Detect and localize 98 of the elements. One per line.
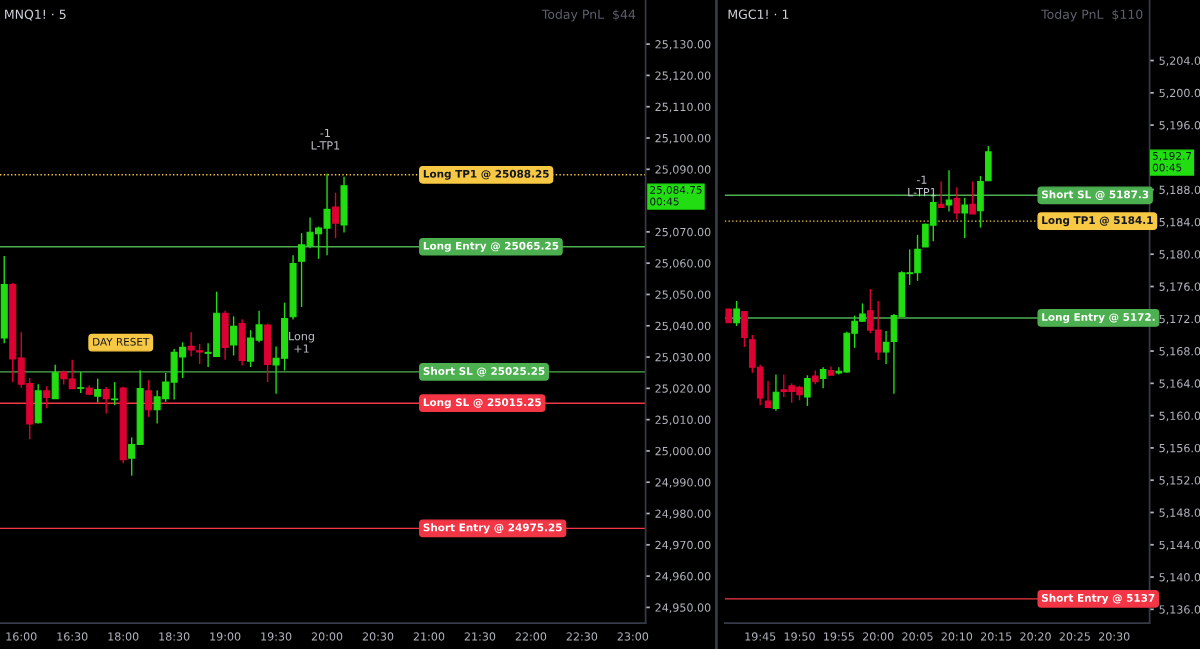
x-tick-label: 23:00 bbox=[617, 632, 649, 641]
candlestick bbox=[230, 315, 238, 357]
y-tick-label: 5,172.0 bbox=[1159, 314, 1200, 325]
ref-line-label: Long TP1 @ 5184.1 bbox=[1042, 216, 1153, 227]
x-tick-label: 20:30 bbox=[362, 632, 394, 641]
y-tick-label: 25,060.00 bbox=[655, 259, 711, 269]
x-tick-label: 19:45 bbox=[745, 632, 776, 641]
candlestick bbox=[969, 180, 976, 215]
x-tick-label: 20:10 bbox=[941, 632, 973, 641]
candlestick bbox=[94, 377, 102, 404]
y-tick-label: 24,990.00 bbox=[655, 478, 711, 488]
y-tick-label: 5,136.0 bbox=[1159, 605, 1200, 615]
y-tick-label: 25,050.00 bbox=[655, 290, 711, 300]
y-tick-label: 5,148.0 bbox=[1159, 508, 1200, 518]
x-tick-label: 22:00 bbox=[515, 632, 547, 641]
y-tick-label: 5,168.0 bbox=[1159, 347, 1200, 357]
x-tick-label: 20:30 bbox=[1099, 632, 1130, 641]
y-tick-label: 25,000.00 bbox=[655, 446, 711, 457]
y-tick-label: 5,184.0 bbox=[1159, 217, 1200, 228]
x-tick-label: 21:30 bbox=[464, 632, 496, 641]
x-tick-label: 20:00 bbox=[311, 632, 343, 641]
y-tick-label: 25,110.00 bbox=[655, 102, 711, 113]
ref-line-label: Short SL @ 5187.3 bbox=[1042, 190, 1149, 200]
candlestick bbox=[882, 330, 890, 365]
y-tick-label: 24,980.00 bbox=[655, 509, 711, 520]
candlestick bbox=[43, 385, 51, 410]
y-tick-label: 5,196.0 bbox=[1159, 121, 1200, 131]
x-tick-label: 20:00 bbox=[863, 632, 894, 641]
ref-line-label: Long TP1 @ 25088.25 bbox=[423, 169, 549, 180]
text: 5,192.7 00:45 bbox=[1152, 151, 1192, 172]
text: MGC1! · 1 bbox=[728, 9, 789, 20]
y-tick-label: 5,164.0 bbox=[1159, 379, 1200, 389]
y-tick-label: 24,960.00 bbox=[655, 572, 711, 582]
y-tick-label: 25,070.00 bbox=[655, 227, 711, 238]
candlestick bbox=[102, 386, 110, 415]
candlestick bbox=[128, 436, 136, 477]
y-tick-label: 25,130.00 bbox=[655, 40, 711, 50]
x-tick-label: 18:30 bbox=[159, 632, 190, 641]
y-tick-label: 25,010.00 bbox=[655, 415, 711, 426]
x-tick-label: 20:25 bbox=[1059, 632, 1090, 641]
x-tick-label: 22:30 bbox=[566, 632, 598, 641]
annotation: DAY RESET bbox=[93, 337, 150, 346]
x-tick-label: 16:00 bbox=[6, 632, 37, 641]
ref-line-label: Long SL @ 25015.25 bbox=[423, 398, 541, 409]
y-tick-label: 24,950.00 bbox=[655, 603, 711, 613]
x-tick-label: 16:30 bbox=[57, 632, 88, 641]
ref-line-label: Long Entry @ 5172. bbox=[1042, 313, 1155, 324]
candlestick bbox=[332, 192, 340, 239]
annotation: Long +1 bbox=[289, 332, 314, 353]
x-tick-label: 19:55 bbox=[824, 632, 854, 641]
annotation: -1 L-TP1 bbox=[311, 128, 340, 150]
y-tick-label: 5,140.0 bbox=[1159, 573, 1200, 583]
x-tick-label: 21:00 bbox=[413, 632, 445, 641]
candlestick bbox=[961, 197, 969, 239]
y-tick-label: 25,090.00 bbox=[655, 165, 711, 175]
candlestick bbox=[945, 169, 953, 213]
y-tick-label: 25,040.00 bbox=[655, 321, 711, 332]
candlestick bbox=[804, 374, 811, 407]
y-tick-label: 5,176.0 bbox=[1159, 282, 1200, 293]
y-tick-label: 5,144.0 bbox=[1159, 540, 1200, 551]
x-tick-label: 20:20 bbox=[1020, 632, 1051, 641]
y-tick-label: 25,100.00 bbox=[655, 133, 711, 144]
candlestick bbox=[819, 366, 827, 389]
y-tick-label: 5,180.0 bbox=[1159, 250, 1200, 260]
candlestick bbox=[111, 381, 119, 406]
y-tick-label: 5,152.0 bbox=[1159, 476, 1200, 486]
ref-line-label: Long Entry @ 25065.25 bbox=[423, 241, 559, 252]
candlestick bbox=[733, 300, 740, 327]
text: MNQ1! · 5 bbox=[5, 9, 66, 21]
x-tick-label: 19:00 bbox=[210, 632, 241, 641]
candlestick bbox=[764, 380, 772, 409]
y-tick-label: 5,188.0 bbox=[1159, 185, 1200, 196]
ref-line-label: Short Entry @ 24975.25 bbox=[423, 523, 562, 534]
x-tick-label: 19:30 bbox=[261, 632, 292, 641]
candlestick bbox=[772, 373, 780, 412]
y-tick-label: 5,204.0 bbox=[1159, 56, 1200, 67]
candlestick bbox=[937, 180, 945, 209]
x-tick-label: 18:00 bbox=[108, 632, 139, 641]
candlestick bbox=[68, 359, 76, 390]
y-tick-label: 5,200.0 bbox=[1159, 88, 1200, 99]
annotation: Today PnL $44 bbox=[541, 9, 636, 22]
x-tick-label: 19:50 bbox=[784, 632, 815, 641]
x-tick-label: 20:05 bbox=[902, 632, 933, 641]
candlestick bbox=[77, 371, 85, 394]
x-tick-label: 20:15 bbox=[981, 632, 1012, 641]
y-tick-label: 25,020.00 bbox=[655, 384, 711, 394]
annotation: -1 L-TP1 bbox=[908, 175, 936, 197]
annotation: Today PnL $110 bbox=[1041, 9, 1143, 22]
candlestick bbox=[145, 379, 153, 418]
ref-line-label: Short Entry @ 5137 bbox=[1042, 593, 1155, 604]
ref-line-label: Short SL @ 25025.25 bbox=[423, 366, 545, 377]
y-tick-label: 24,970.00 bbox=[655, 540, 711, 551]
text: 25,084.75 00:45 bbox=[650, 185, 702, 206]
candlestick bbox=[953, 186, 961, 221]
y-tick-label: 5,156.0 bbox=[1159, 443, 1200, 454]
y-tick-label: 25,030.00 bbox=[655, 353, 711, 363]
y-tick-label: 25,120.00 bbox=[655, 71, 711, 81]
y-tick-label: 5,160.0 bbox=[1159, 411, 1200, 422]
